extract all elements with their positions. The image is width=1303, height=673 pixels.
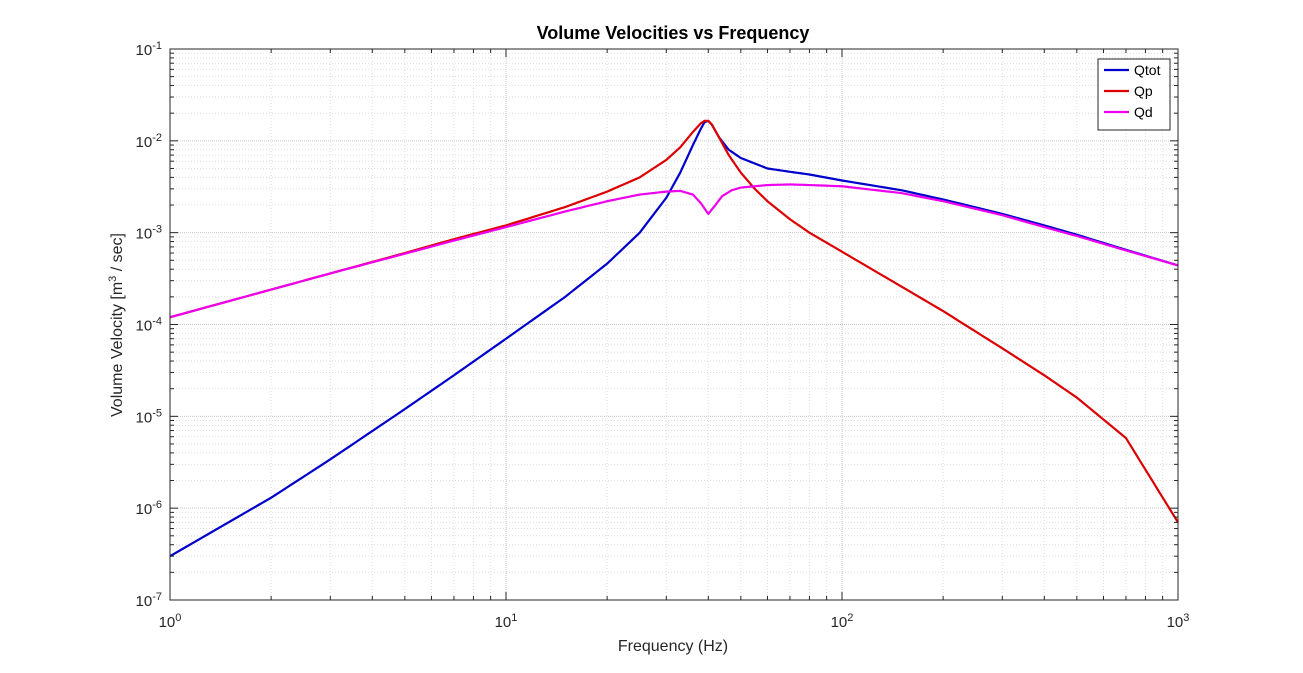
y-axis-title-suffix: / sec] bbox=[109, 233, 126, 276]
x-tick-base: 10 bbox=[831, 614, 848, 631]
y-tick-label: 10-3 bbox=[136, 224, 162, 243]
y-tick-label: 10-6 bbox=[136, 499, 162, 518]
y-tick-base: 10 bbox=[136, 134, 153, 151]
y-axis-title: Volume Velocity [m3 / sec] bbox=[107, 233, 126, 417]
y-tick-base: 10 bbox=[136, 409, 153, 426]
y-tick-label: 10-4 bbox=[136, 316, 162, 335]
y-tick-exponent: -6 bbox=[152, 499, 162, 511]
x-tick-exponent: 1 bbox=[511, 612, 517, 624]
legend-label-qp: Qp bbox=[1134, 83, 1153, 99]
y-tick-exponent: -7 bbox=[152, 591, 162, 603]
legend-label-qtot: Qtot bbox=[1134, 62, 1161, 78]
x-tick-label: 102 bbox=[831, 612, 854, 631]
legend-items: Qtot Qp Qd bbox=[1104, 62, 1161, 120]
y-tick-base: 10 bbox=[136, 226, 153, 243]
y-axis-title-superscript: 3 bbox=[107, 276, 119, 282]
y-tick-exponent: -4 bbox=[152, 316, 162, 328]
y-tick-label: 10-5 bbox=[136, 407, 162, 426]
y-tick-exponent: -1 bbox=[152, 40, 162, 52]
legend-label-qd: Qd bbox=[1134, 104, 1153, 120]
y-axis-title-prefix: Volume Velocity [m bbox=[109, 282, 126, 417]
x-axis-title: Frequency (Hz) bbox=[618, 638, 728, 655]
y-tick-labels: 10-710-610-510-410-310-210-1 bbox=[136, 40, 162, 610]
y-tick-base: 10 bbox=[136, 318, 153, 335]
y-tick-label: 10-2 bbox=[136, 132, 162, 151]
x-tick-label: 103 bbox=[1167, 612, 1190, 631]
chart-title: Volume Velocities vs Frequency bbox=[537, 23, 810, 43]
y-tick-base: 10 bbox=[136, 42, 153, 59]
series-line-qd bbox=[169, 183, 1179, 319]
x-tick-exponent: 3 bbox=[1183, 612, 1189, 624]
y-tick-base: 10 bbox=[136, 501, 153, 518]
y-tick-exponent: -3 bbox=[152, 224, 162, 236]
x-tick-labels: 100 101 102 103 bbox=[159, 612, 1190, 631]
x-tick-base: 10 bbox=[1167, 614, 1184, 631]
legend: Qtot Qp Qd bbox=[1097, 58, 1171, 131]
y-tick-exponent: -5 bbox=[152, 407, 162, 419]
x-tick-exponent: 2 bbox=[847, 612, 853, 624]
series-layer bbox=[169, 119, 1179, 558]
y-tick-label: 10-7 bbox=[136, 591, 162, 610]
x-tick-base: 10 bbox=[159, 614, 176, 631]
axis-ticks bbox=[169, 48, 1179, 601]
y-tick-base: 10 bbox=[136, 593, 153, 610]
series-line-qp bbox=[169, 119, 1179, 523]
y-tick-label: 10-1 bbox=[136, 40, 162, 59]
x-tick-label: 101 bbox=[495, 612, 518, 631]
y-tick-exponent: -2 bbox=[152, 132, 162, 144]
x-tick-exponent: 0 bbox=[175, 612, 181, 624]
x-tick-base: 10 bbox=[495, 614, 512, 631]
x-tick-label: 100 bbox=[159, 612, 182, 631]
